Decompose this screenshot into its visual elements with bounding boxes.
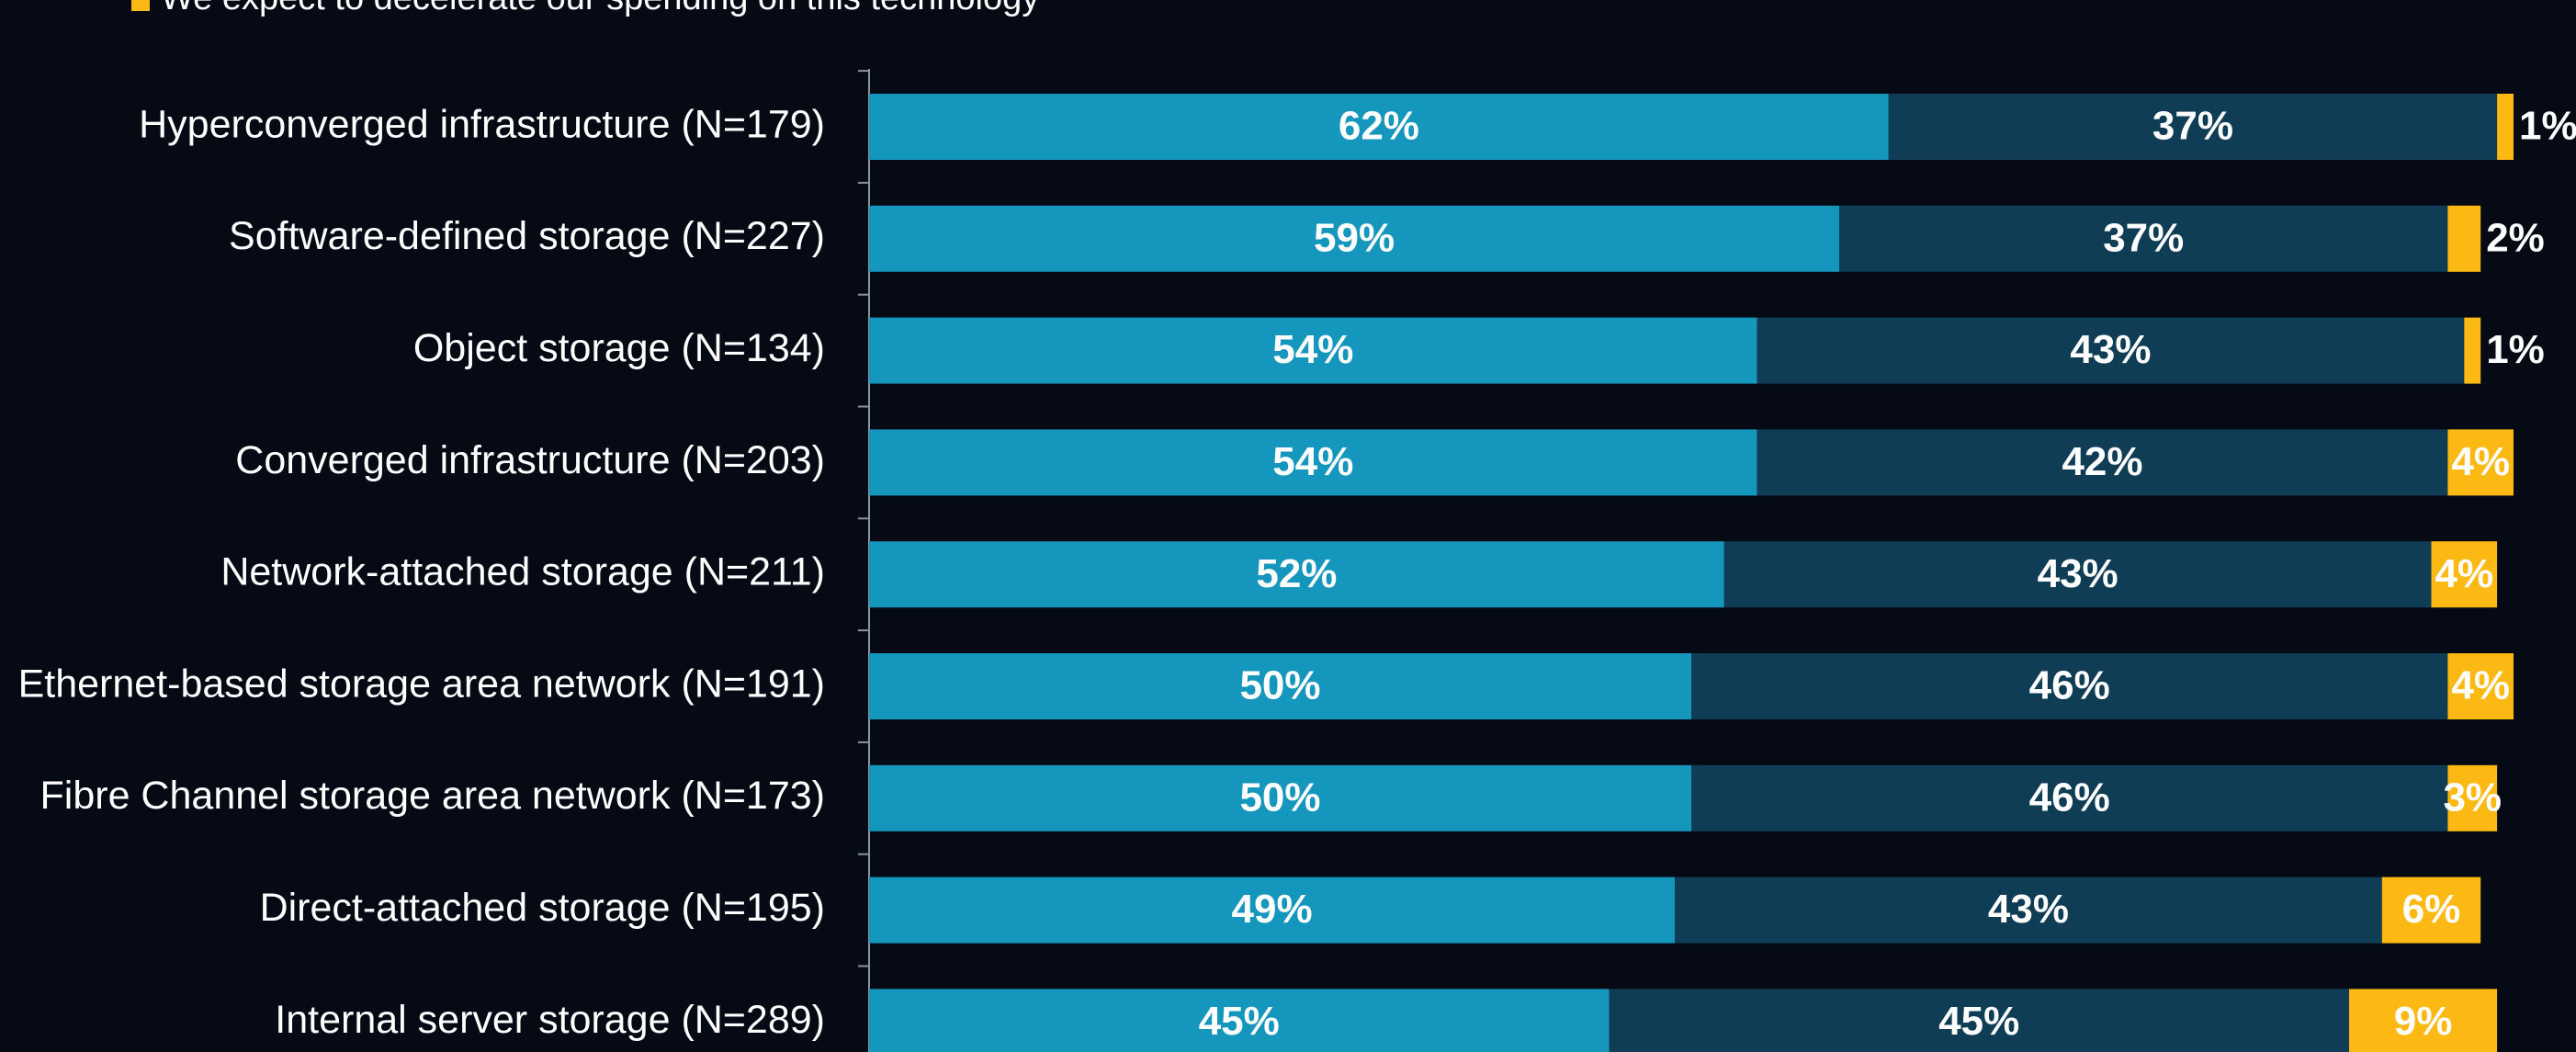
bar-segment [2447,205,2481,272]
bar-segment [2349,989,2498,1052]
bar-segment [869,94,1889,160]
data-label: 45% [1199,999,1280,1044]
data-label: 46% [2029,663,2110,708]
data-label: 43% [2038,551,2118,596]
data-label: 37% [2152,104,2233,149]
data-label: 46% [2029,775,2110,820]
bar-segment [2447,653,2514,719]
data-label: 49% [1232,887,1313,932]
data-label: 54% [1272,327,1353,372]
y-tick-label: Ethernet-based storage area network (N=1… [18,662,825,706]
bar-segment [1691,764,2448,831]
legend-swatch [131,0,150,11]
bar-segment [1757,317,2465,384]
data-label: 54% [1272,439,1353,484]
data-label: 9% [2394,999,2453,1044]
data-label: 4% [2451,439,2510,484]
data-label: 52% [1256,551,1337,596]
bar-segment [2464,317,2481,384]
bar-segment [1675,877,2382,944]
bar-segment [869,989,1610,1052]
bar-segment [1691,653,2448,719]
data-label: 3% [2443,775,2502,820]
bar-segment [869,764,1691,831]
data-label: 1% [2519,104,2576,149]
data-label: 62% [1339,104,1419,149]
bar-segment [869,541,1724,608]
y-tick-label: Fibre Channel storage area network (N=17… [40,774,825,818]
bar-segment [2497,94,2514,160]
data-label: 43% [2070,327,2151,372]
y-tick-label: Software-defined storage (N=227) [229,214,825,258]
data-label: 6% [2402,887,2461,932]
data-label: 1% [2486,327,2545,372]
bar-segment [869,205,1840,272]
legend-label: We expect to decelerate our spending on … [161,0,1039,17]
y-tick-label: Network-attached storage (N=211) [220,550,825,594]
data-label: 42% [2062,439,2142,484]
bar-segment [2447,429,2514,496]
y-tick-label: Hyperconverged infrastructure (N=179) [139,102,825,146]
data-label: 4% [2435,551,2494,596]
y-tick-label: Object storage (N=134) [413,326,825,370]
bar-segment [1723,541,2432,608]
data-label: 4% [2451,663,2510,708]
bar-segment [2381,877,2481,944]
data-label: 59% [1314,215,1395,260]
data-label: 37% [2103,215,2184,260]
y-tick-label: Internal server storage (N=289) [275,998,825,1042]
data-label: 43% [1988,887,2069,932]
bar-segment [2447,764,2498,831]
data-label: 50% [1239,775,1320,820]
data-label: 50% [1239,663,1320,708]
bar-segment [869,653,1691,719]
data-label: 2% [2486,215,2545,260]
bar-segment [869,877,1676,944]
y-tick-label: Converged infrastructure (N=203) [235,438,825,482]
data-label: 45% [1938,999,2019,1044]
bar-segment [1757,429,2448,496]
bar-segment [1839,205,2448,272]
y-tick-label: Direct-attached storage (N=195) [260,886,825,930]
bar-segment [1888,94,2498,160]
bar-segment [869,429,1757,496]
bar-segment [2431,541,2498,608]
bar-segment [869,317,1757,384]
bar-segment [1609,989,2349,1052]
